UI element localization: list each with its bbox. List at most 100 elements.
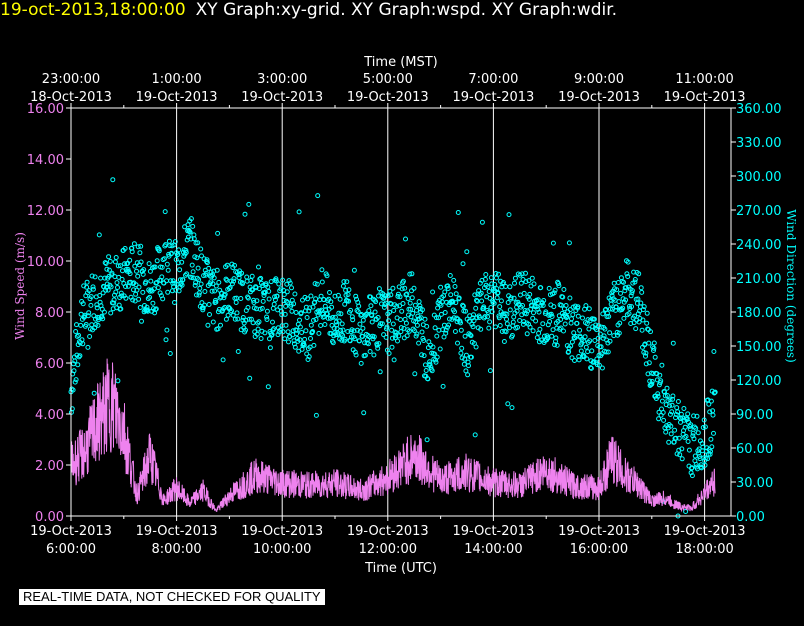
wind-direction-point — [251, 297, 256, 303]
wind-direction-point — [616, 330, 622, 336]
top-tick-date-5: 19-Oct-2013 — [558, 90, 640, 105]
wind-direction-point — [134, 268, 139, 274]
wind-direction-point — [363, 312, 369, 318]
wind-direction-point — [88, 294, 94, 300]
wind-direction-point — [350, 317, 356, 323]
wind-direction-point — [687, 426, 693, 432]
wind-direction-point — [313, 317, 319, 322]
wind-direction-point — [220, 357, 226, 363]
wind-direction-point — [560, 294, 566, 300]
wind-direction-point — [80, 301, 86, 307]
wind-direction-point — [541, 298, 547, 303]
wind-direction-point — [257, 276, 263, 282]
wind-direction-point — [577, 327, 583, 333]
wind-direction-point — [231, 278, 237, 284]
wind-direction-point — [122, 261, 128, 267]
wind-direction-point — [77, 353, 83, 359]
wind-direction-point — [196, 290, 202, 296]
right-tick-label-10: 300.00 — [736, 170, 782, 185]
wind-direction-point — [504, 311, 510, 317]
bottom-tick-date-6: 19-Oct-2013 — [664, 524, 746, 539]
wind-direction-point — [643, 361, 649, 367]
wind-direction-point — [410, 310, 416, 316]
wind-direction-point — [416, 340, 422, 346]
wind-direction-point — [204, 257, 210, 263]
wind-direction-point — [523, 279, 529, 285]
wind-direction-point — [531, 310, 536, 316]
wind-direction-point — [153, 306, 159, 312]
wind-direction-point — [196, 277, 202, 283]
wind-direction-point — [411, 328, 417, 334]
wind-direction-point — [689, 465, 695, 471]
wind-direction-point — [569, 339, 575, 345]
wind-direction-point — [133, 291, 139, 297]
wind-direction-point — [633, 326, 639, 332]
wind-direction-point — [458, 350, 464, 356]
wind-direction-point — [398, 317, 403, 323]
wind-direction-point — [267, 345, 273, 351]
wind-direction-point — [505, 300, 511, 305]
wind-direction-point — [200, 307, 206, 313]
wind-direction-point — [107, 258, 113, 264]
wind-direction-point — [631, 320, 637, 326]
right-tick-label-12: 360.00 — [736, 102, 782, 117]
wind-direction-point — [707, 409, 713, 415]
wind-direction-point — [424, 323, 430, 329]
wind-direction-point — [468, 333, 474, 339]
top-tick-date-6: 19-Oct-2013 — [664, 90, 746, 105]
wind-direction-point — [332, 314, 338, 320]
wind-direction-point — [404, 291, 410, 297]
wind-direction-point — [679, 456, 685, 462]
left-tick-label-2: 4.00 — [35, 408, 64, 423]
wind-direction-point — [256, 286, 262, 292]
wind-direction-point — [405, 296, 411, 301]
wind-direction-point — [700, 425, 706, 430]
wind-direction-point — [648, 329, 653, 335]
wind-direction-point — [303, 328, 309, 334]
wind-direction-point — [463, 352, 469, 358]
wind-direction-point — [477, 315, 482, 320]
wind-direction-point — [708, 436, 714, 442]
wind-direction-point — [378, 321, 384, 327]
wind-direction-point — [367, 349, 373, 354]
wind-direction-point — [707, 451, 713, 457]
wind-direction-point — [567, 295, 573, 301]
wind-direction-point — [599, 365, 605, 371]
wind-direction-point — [575, 313, 581, 319]
wind-direction-point — [212, 288, 218, 294]
wind-direction-point — [626, 303, 632, 309]
wind-direction-point — [337, 296, 343, 302]
right-tick-label-9: 270.00 — [736, 204, 782, 219]
wind-direction-point — [470, 324, 476, 330]
wind-direction-point — [443, 327, 449, 333]
wind-direction-point — [162, 209, 168, 215]
wind-direction-point — [446, 322, 452, 328]
wind-direction-point — [353, 293, 359, 299]
wind-direction-point — [183, 247, 189, 253]
wind-direction-point — [414, 331, 420, 337]
wind-direction-point — [509, 333, 515, 338]
left-tick-label-7: 14.00 — [27, 153, 64, 168]
wind-direction-point — [546, 285, 552, 291]
wind-direction-point — [175, 260, 181, 266]
wind-direction-point — [402, 285, 408, 291]
wind-direction-point — [699, 465, 705, 471]
wind-direction-point — [605, 349, 611, 355]
wind-direction-point — [248, 278, 254, 283]
wind-direction-point — [471, 318, 477, 324]
wind-direction-point — [194, 255, 200, 261]
bottom-tick-date-3: 19-Oct-2013 — [347, 524, 429, 539]
wind-direction-point — [558, 302, 564, 308]
wind-direction-point — [689, 473, 695, 479]
wind-direction-point — [621, 315, 627, 321]
wind-direction-point — [451, 277, 457, 283]
wind-direction-point — [215, 326, 221, 332]
wind-direction-point — [147, 294, 153, 300]
wind-direction-point — [561, 287, 567, 292]
wind-direction-point — [238, 296, 244, 301]
wind-direction-point — [165, 267, 171, 273]
bottom-tick-time-3: 12:00:00 — [359, 542, 417, 557]
wind-direction-point — [466, 363, 471, 369]
wind-direction-point — [203, 270, 209, 276]
wind-direction-point — [224, 262, 230, 268]
